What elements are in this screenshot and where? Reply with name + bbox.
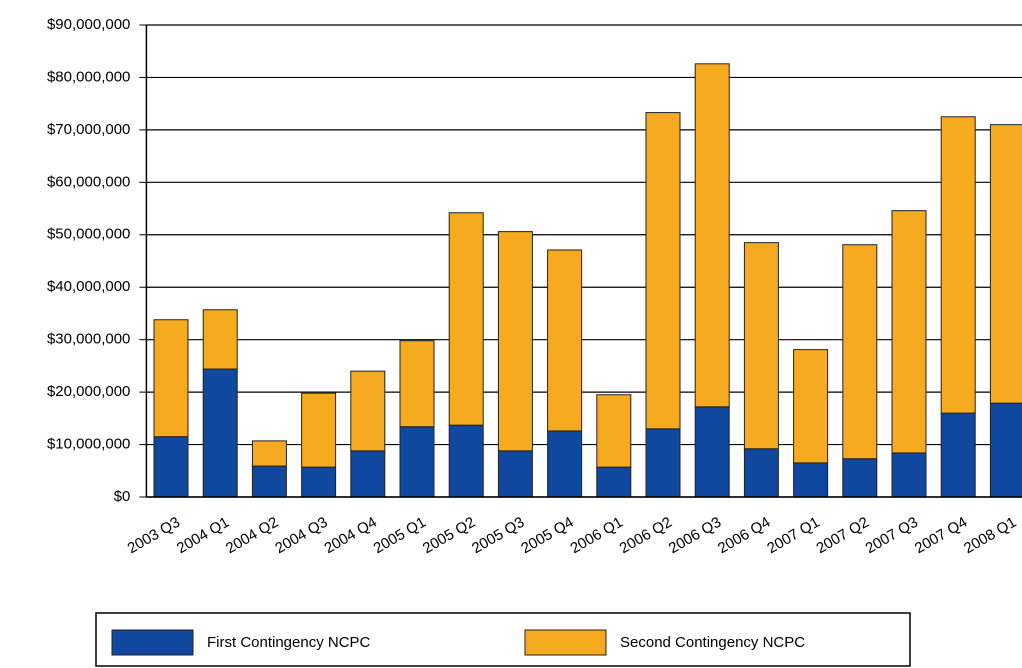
x-tick-label: 2004 Q2 bbox=[223, 514, 281, 557]
y-tick-label: $60,000,000 bbox=[47, 173, 130, 190]
bar-segment bbox=[399, 426, 435, 498]
y-tick-label: $50,000,000 bbox=[47, 226, 130, 243]
y-tick-label: $80,000,000 bbox=[47, 68, 130, 85]
x-tick-label: 2004 Q1 bbox=[174, 514, 232, 557]
bar-segment bbox=[940, 412, 976, 498]
x-tick-label: 2007 Q2 bbox=[813, 514, 871, 557]
bar-segment bbox=[842, 458, 878, 498]
bar-segment bbox=[891, 210, 927, 454]
bar-segment bbox=[743, 448, 779, 498]
bar-segment bbox=[596, 394, 632, 468]
x-tick-label: 2007 Q4 bbox=[912, 514, 970, 557]
legend-swatch bbox=[111, 629, 194, 656]
y-tick-label: $20,000,000 bbox=[47, 383, 130, 400]
x-tick-label: 2006 Q2 bbox=[617, 514, 675, 557]
bar-segment bbox=[547, 249, 583, 432]
bar-segment bbox=[202, 368, 238, 498]
x-tick-label: 2005 Q3 bbox=[469, 514, 527, 557]
y-tick-label: $10,000,000 bbox=[47, 436, 130, 453]
x-tick-label: 2005 Q4 bbox=[518, 514, 576, 557]
x-tick-label: 2008 Q1 bbox=[961, 514, 1019, 557]
bar-segment bbox=[645, 428, 681, 498]
bar-segment bbox=[645, 112, 681, 430]
bar-segment bbox=[153, 319, 189, 438]
x-tick-label: 2007 Q1 bbox=[764, 514, 822, 557]
bar-segment bbox=[547, 430, 583, 498]
bar-segment bbox=[743, 242, 779, 450]
bar-segment bbox=[497, 450, 533, 498]
bar-segment bbox=[891, 452, 927, 498]
y-tick-label: $30,000,000 bbox=[47, 331, 130, 348]
y-tick-label: $0 bbox=[114, 488, 131, 505]
y-tick-label: $90,000,000 bbox=[47, 16, 130, 33]
bar-segment bbox=[694, 406, 730, 498]
bar-segment bbox=[448, 212, 484, 426]
x-tick-label: 2007 Q3 bbox=[863, 514, 921, 557]
bar-segment bbox=[989, 124, 1022, 404]
bar-segment bbox=[989, 402, 1022, 498]
bar-segment bbox=[596, 466, 632, 498]
legend-label: Second Contingency NCPC bbox=[620, 634, 805, 651]
x-tick-label: 2006 Q1 bbox=[567, 514, 625, 557]
x-tick-label: 2003 Q3 bbox=[125, 514, 183, 557]
x-tick-label: 2005 Q1 bbox=[371, 514, 429, 557]
bar-segment bbox=[940, 116, 976, 414]
bar-segment bbox=[497, 231, 533, 452]
bar-segment bbox=[153, 436, 189, 498]
bar-segment bbox=[251, 465, 287, 498]
bar-segment bbox=[448, 424, 484, 498]
x-tick-label: 2004 Q3 bbox=[272, 514, 330, 557]
bar-segment bbox=[301, 466, 337, 498]
bar-segment bbox=[251, 440, 287, 467]
bar-segment bbox=[694, 63, 730, 408]
x-tick-label: 2005 Q2 bbox=[420, 514, 478, 557]
bar-segment bbox=[399, 340, 435, 428]
x-tick-label: 2006 Q3 bbox=[666, 514, 724, 557]
y-tick-label: $40,000,000 bbox=[47, 278, 130, 295]
bar-segment bbox=[842, 244, 878, 460]
bar-segment bbox=[350, 450, 386, 498]
x-tick-label: 2006 Q4 bbox=[715, 514, 773, 557]
legend-box bbox=[95, 612, 911, 667]
bar-segment bbox=[793, 462, 829, 498]
y-tick-label: $70,000,000 bbox=[47, 121, 130, 138]
legend-label: First Contingency NCPC bbox=[207, 634, 371, 651]
bar-segment bbox=[202, 309, 238, 370]
bar-segment bbox=[350, 370, 386, 452]
legend-swatch bbox=[524, 629, 607, 656]
bar-segment bbox=[301, 392, 337, 468]
x-tick-label: 2004 Q4 bbox=[321, 514, 379, 557]
bar-segment bbox=[793, 349, 829, 464]
